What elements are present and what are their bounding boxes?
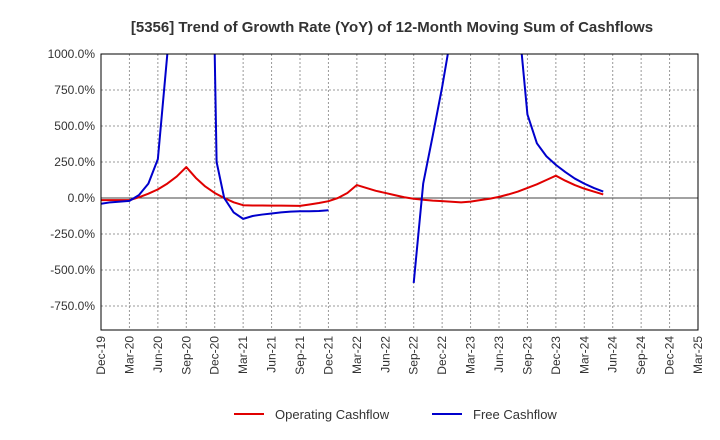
- x-tick-label: Sep-23: [520, 336, 534, 375]
- x-tick-label: Sep-21: [293, 336, 307, 375]
- plot-frame: [100, 53, 699, 331]
- grid: [101, 54, 698, 330]
- x-tick-label: Dec-20: [208, 336, 222, 375]
- x-axis-ticks: Dec-19 Mar-20 Jun-20 Sep-20 Dec-20 Mar-21 Jun-…: [94, 336, 705, 375]
- series-line-operating-cashflow: [101, 166, 604, 207]
- x-tick-label: Mar-25: [691, 336, 705, 374]
- chart-title: [5356] Trend of Growth Rate (YoY) of 12-…: [131, 19, 653, 36]
- y-tick-label: -500.0%: [50, 263, 95, 277]
- x-tick-label: Dec-24: [663, 336, 677, 375]
- x-tick-label: Dec-22: [435, 336, 449, 375]
- x-tick-label: Jun-20: [151, 336, 165, 373]
- y-tick-label: 750.0%: [54, 83, 95, 97]
- x-tick-label: Mar-21: [236, 336, 250, 374]
- x-tick-label: Sep-22: [407, 336, 421, 375]
- x-tick-label: Dec-23: [549, 336, 563, 375]
- x-tick-label: Mar-23: [464, 336, 478, 374]
- y-tick-label: -250.0%: [50, 227, 95, 241]
- x-tick-label: Jun-23: [492, 336, 506, 373]
- x-tick-label: Jun-24: [606, 336, 620, 373]
- y-tick-label: 1000.0%: [48, 47, 96, 61]
- x-tick-label: Sep-24: [634, 336, 648, 375]
- x-tick-label: Jun-21: [265, 336, 279, 373]
- series-line-free-cashflow: [412, 54, 449, 284]
- y-tick-label: 250.0%: [54, 155, 95, 169]
- legend-label-free-cashflow: Free Cashflow: [473, 407, 557, 422]
- series-line-free-cashflow: [520, 54, 604, 193]
- x-tick-label: Jun-22: [378, 336, 392, 373]
- legend: Operating Cashflow Free Cashflow: [234, 407, 557, 422]
- series-line-free-cashflow: [213, 54, 329, 220]
- x-tick-label: Sep-20: [179, 336, 193, 375]
- y-tick-label: -750.0%: [50, 299, 95, 313]
- y-tick-label: 500.0%: [54, 119, 95, 133]
- series-line-free-cashflow: [101, 54, 169, 205]
- x-tick-label: Mar-24: [577, 336, 591, 374]
- x-tick-label: Mar-20: [122, 336, 136, 374]
- series-lines: [101, 54, 604, 284]
- y-axis-ticks: 1000.0% 750.0% 500.0% 250.0% 0.0% -250.0% -500…: [48, 47, 96, 313]
- x-tick-label: Dec-19: [94, 336, 108, 375]
- x-tick-label: Dec-21: [321, 336, 335, 375]
- legend-label-operating-cashflow: Operating Cashflow: [275, 407, 390, 422]
- y-tick-label: 0.0%: [68, 191, 96, 205]
- x-tick-label: Mar-22: [350, 336, 364, 374]
